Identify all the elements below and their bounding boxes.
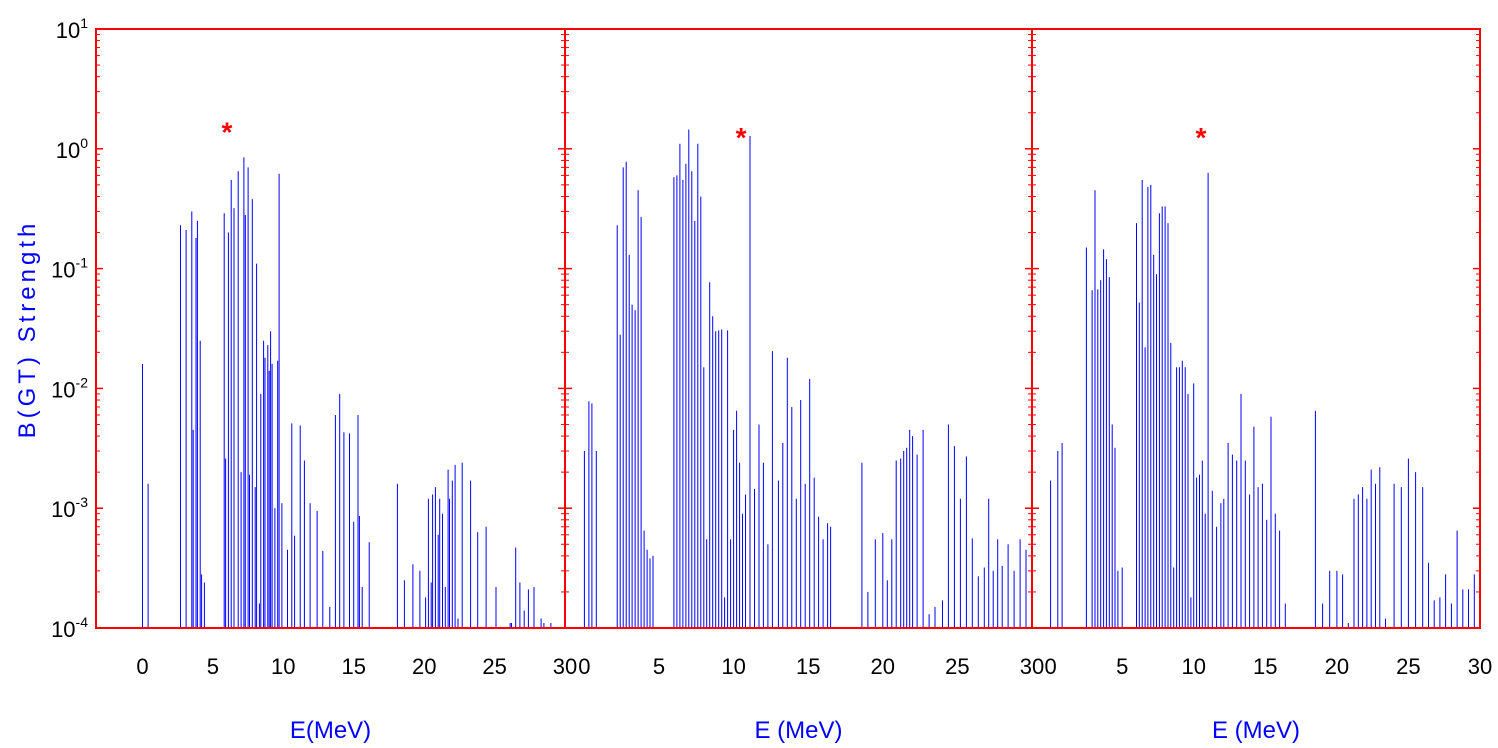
bar-series [583, 129, 1027, 628]
bar-series [1050, 172, 1475, 628]
x-tick-label: 0 [578, 654, 590, 679]
y-tick-label: 101 [56, 15, 88, 43]
plot-frame [1031, 28, 1481, 629]
bar-series [142, 157, 552, 628]
x-tick-label: 30 [1468, 654, 1492, 679]
x-tick-label: 5 [653, 654, 665, 679]
panels: 0 5 10 15 20 25 30E(MeV)*0 5 10 15 20 25 30E (MeV)*0… [95, 28, 1492, 744]
x-tick-label: 25 [945, 654, 969, 679]
x-tick-label: 20 [1325, 654, 1349, 679]
y-tick-label: 10-1 [51, 255, 88, 283]
x-tick-label: 0 [136, 654, 148, 679]
x-tick-label: 5 [207, 654, 219, 679]
x-axis-title: E (MeV) [754, 717, 842, 744]
asterisk-marker: * [1195, 122, 1206, 153]
x-tick-label: 30 [1020, 654, 1044, 679]
x-tick-label: 30 [553, 654, 577, 679]
x-tick-label: 10 [1181, 654, 1205, 679]
x-tick-label: 15 [796, 654, 820, 679]
x-tick-label: 15 [341, 654, 365, 679]
panel-3: 0 5 10 15 20 25 30 E (MeV) * [1031, 28, 1492, 744]
x-tick-label: 10 [271, 654, 295, 679]
x-axis-title: E(MeV) [290, 717, 371, 744]
x-tick-label: 20 [871, 654, 895, 679]
x-axis-title: E (MeV) [1212, 717, 1300, 744]
x-tick-label: 25 [1396, 654, 1420, 679]
plot-frame [95, 28, 566, 629]
panel-2: 0 5 10 15 20 25 30 E (MeV) * [564, 28, 1044, 744]
x-tick-label: 25 [482, 654, 506, 679]
panel-1: 0 5 10 15 20 25 30 E(MeV) * [95, 28, 577, 744]
asterisk-marker: * [222, 117, 233, 148]
x-tick-label: 0 [1044, 654, 1056, 679]
y-tick-label: 10-4 [51, 614, 88, 642]
asterisk-marker: * [736, 122, 747, 153]
x-tick-label: 10 [721, 654, 745, 679]
y-tick-label: 10-2 [51, 374, 88, 402]
y-tick-label: 100 [56, 135, 88, 163]
y-axis-title: B(GT) Strength [14, 220, 41, 439]
y-axis: B(GT) Strength 101 100 10-1 10-2 10-3 10-4 [14, 15, 88, 642]
y-tick-label: 10-3 [51, 494, 88, 522]
x-tick-label: 20 [412, 654, 436, 679]
x-tick-label: 15 [1253, 654, 1277, 679]
x-tick-label: 5 [1116, 654, 1128, 679]
